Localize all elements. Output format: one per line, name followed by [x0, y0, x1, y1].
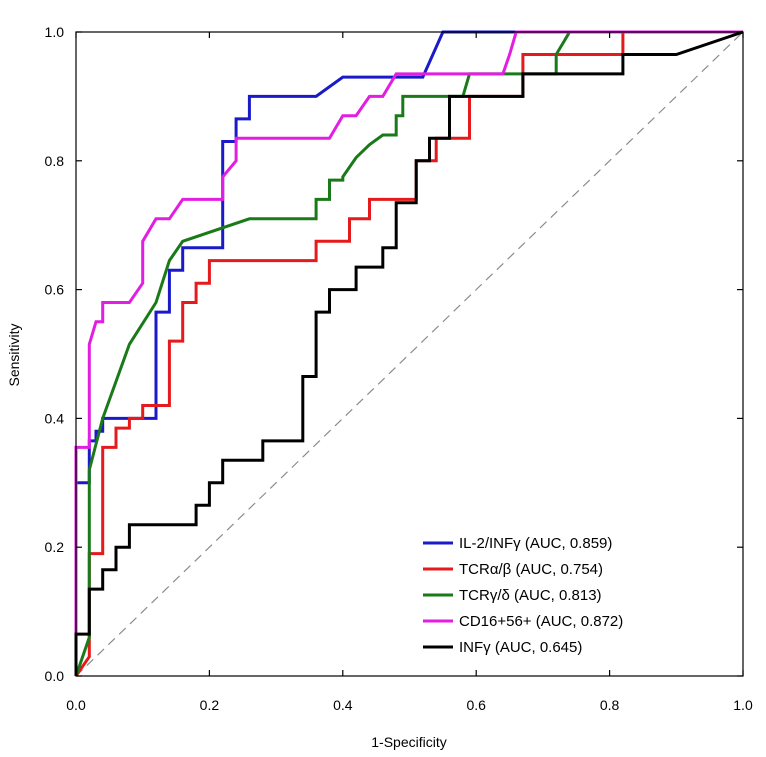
y-tick-label: 0.4 — [45, 410, 65, 426]
x-tick-label: 1.0 — [733, 697, 753, 713]
y-tick-label: 1.0 — [45, 24, 65, 40]
legend-label-2: TCRα/β (AUC, 0.754) — [459, 561, 603, 578]
x-axis-title: 1-Specificity — [371, 734, 446, 750]
x-tick-label: 0.4 — [333, 697, 353, 713]
reference-diagonal-line — [75, 31, 744, 677]
plot-frame — [75, 31, 744, 677]
y-axis-title: Sensitivity — [6, 323, 22, 386]
x-tick-label: 0.6 — [466, 697, 486, 713]
series-line-5 — [74, 30, 744, 676]
x-tick-label: 0.2 — [200, 697, 220, 713]
series-line-4 — [74, 30, 743, 676]
y-tick-label: 0.6 — [45, 282, 65, 298]
y-tick-label: 0.2 — [45, 539, 65, 555]
legend: IL-2/INFγ (AUC, 0.859) TCRα/β (AUC, 0.754… — [423, 535, 623, 656]
x-tick-label: 0.0 — [66, 697, 86, 713]
y-tick-label: 0.8 — [45, 153, 65, 169]
legend-label-4: CD16+56+ (AUC, 0.872) — [459, 613, 623, 630]
legend-label-1: IL-2/INFγ (AUC, 0.859) — [459, 535, 612, 552]
y-tick-label: 0.0 — [45, 668, 65, 684]
x-tick-label: 0.8 — [600, 697, 620, 713]
axes: 0.0 0.2 0.4 0.6 0.8 1.0 0.0 0.2 0.4 0.6 0.8 1.0 — [45, 24, 753, 713]
series-line-2 — [74, 30, 743, 677]
plot-area — [74, 30, 744, 677]
legend-label-5: INFγ (AUC, 0.645) — [459, 639, 582, 656]
legend-label-3: TCRγ/δ (AUC, 0.813) — [459, 587, 602, 604]
